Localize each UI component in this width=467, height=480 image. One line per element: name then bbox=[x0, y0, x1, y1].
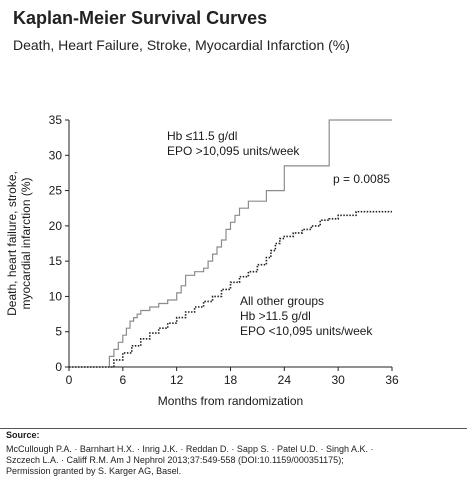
chart-subtitle: Death, Heart Failure, Stroke, Myocardial… bbox=[13, 37, 350, 53]
y-axis-label-line: Death, heart failure, stroke, bbox=[5, 171, 19, 316]
source-label: Source: bbox=[6, 430, 40, 440]
x-tick-label: 6 bbox=[119, 373, 126, 387]
y-tick-label: 5 bbox=[55, 325, 62, 339]
source-line-1: McCullough P.A. · Barnhart H.X. · Inrig … bbox=[6, 444, 374, 454]
x-tick-label: 30 bbox=[331, 373, 345, 387]
source-divider bbox=[0, 428, 467, 429]
x-tick-label: 24 bbox=[278, 373, 292, 387]
km-chart: 0 6 12 18 24 30 36 0 5 10 15 20 25 30 35 Months from ra… bbox=[5, 113, 399, 408]
p-value-annotation: p = 0.0085 bbox=[333, 172, 390, 186]
source-line-3: Permission granted by S. Karger AG, Base… bbox=[6, 466, 182, 476]
series-label-other-groups: EPO <10,095 units/week bbox=[240, 324, 373, 338]
series-label-other-groups: Hb >11.5 g/dl bbox=[240, 309, 311, 323]
y-tick-label: 0 bbox=[55, 360, 62, 374]
series-label-high-epo: Hb ≤11.5 g/dl bbox=[167, 129, 237, 143]
chart-axes: 0 6 12 18 24 30 36 0 5 10 15 20 25 30 35 Months from ra… bbox=[5, 113, 399, 408]
series-label-high-epo: EPO >10,095 units/week bbox=[167, 144, 300, 158]
y-tick-label: 25 bbox=[49, 184, 63, 198]
y-tick-label: 20 bbox=[49, 219, 63, 233]
x-tick-label: 12 bbox=[170, 373, 184, 387]
chart-title: Kaplan-Meier Survival Curves bbox=[13, 8, 268, 28]
series-layer bbox=[69, 119, 392, 368]
series-line-other-groups bbox=[69, 210, 392, 368]
source-line-2: Szczech L.A. · Califf R.M. Am J Nephrol … bbox=[6, 455, 344, 465]
y-tick-label: 35 bbox=[49, 113, 63, 127]
x-tick-label: 0 bbox=[66, 373, 73, 387]
y-tick-label: 10 bbox=[49, 289, 63, 303]
x-axis-label: Months from randomization bbox=[158, 394, 303, 408]
series-line-high-epo bbox=[69, 119, 392, 368]
y-axis-label-line: myocardial infarction (%) bbox=[19, 177, 33, 309]
x-tick-label: 18 bbox=[224, 373, 238, 387]
series-label-other-groups: All other groups bbox=[240, 294, 324, 308]
x-tick-label: 36 bbox=[385, 373, 399, 387]
y-tick-label: 30 bbox=[49, 148, 63, 162]
y-tick-label: 15 bbox=[49, 254, 63, 268]
